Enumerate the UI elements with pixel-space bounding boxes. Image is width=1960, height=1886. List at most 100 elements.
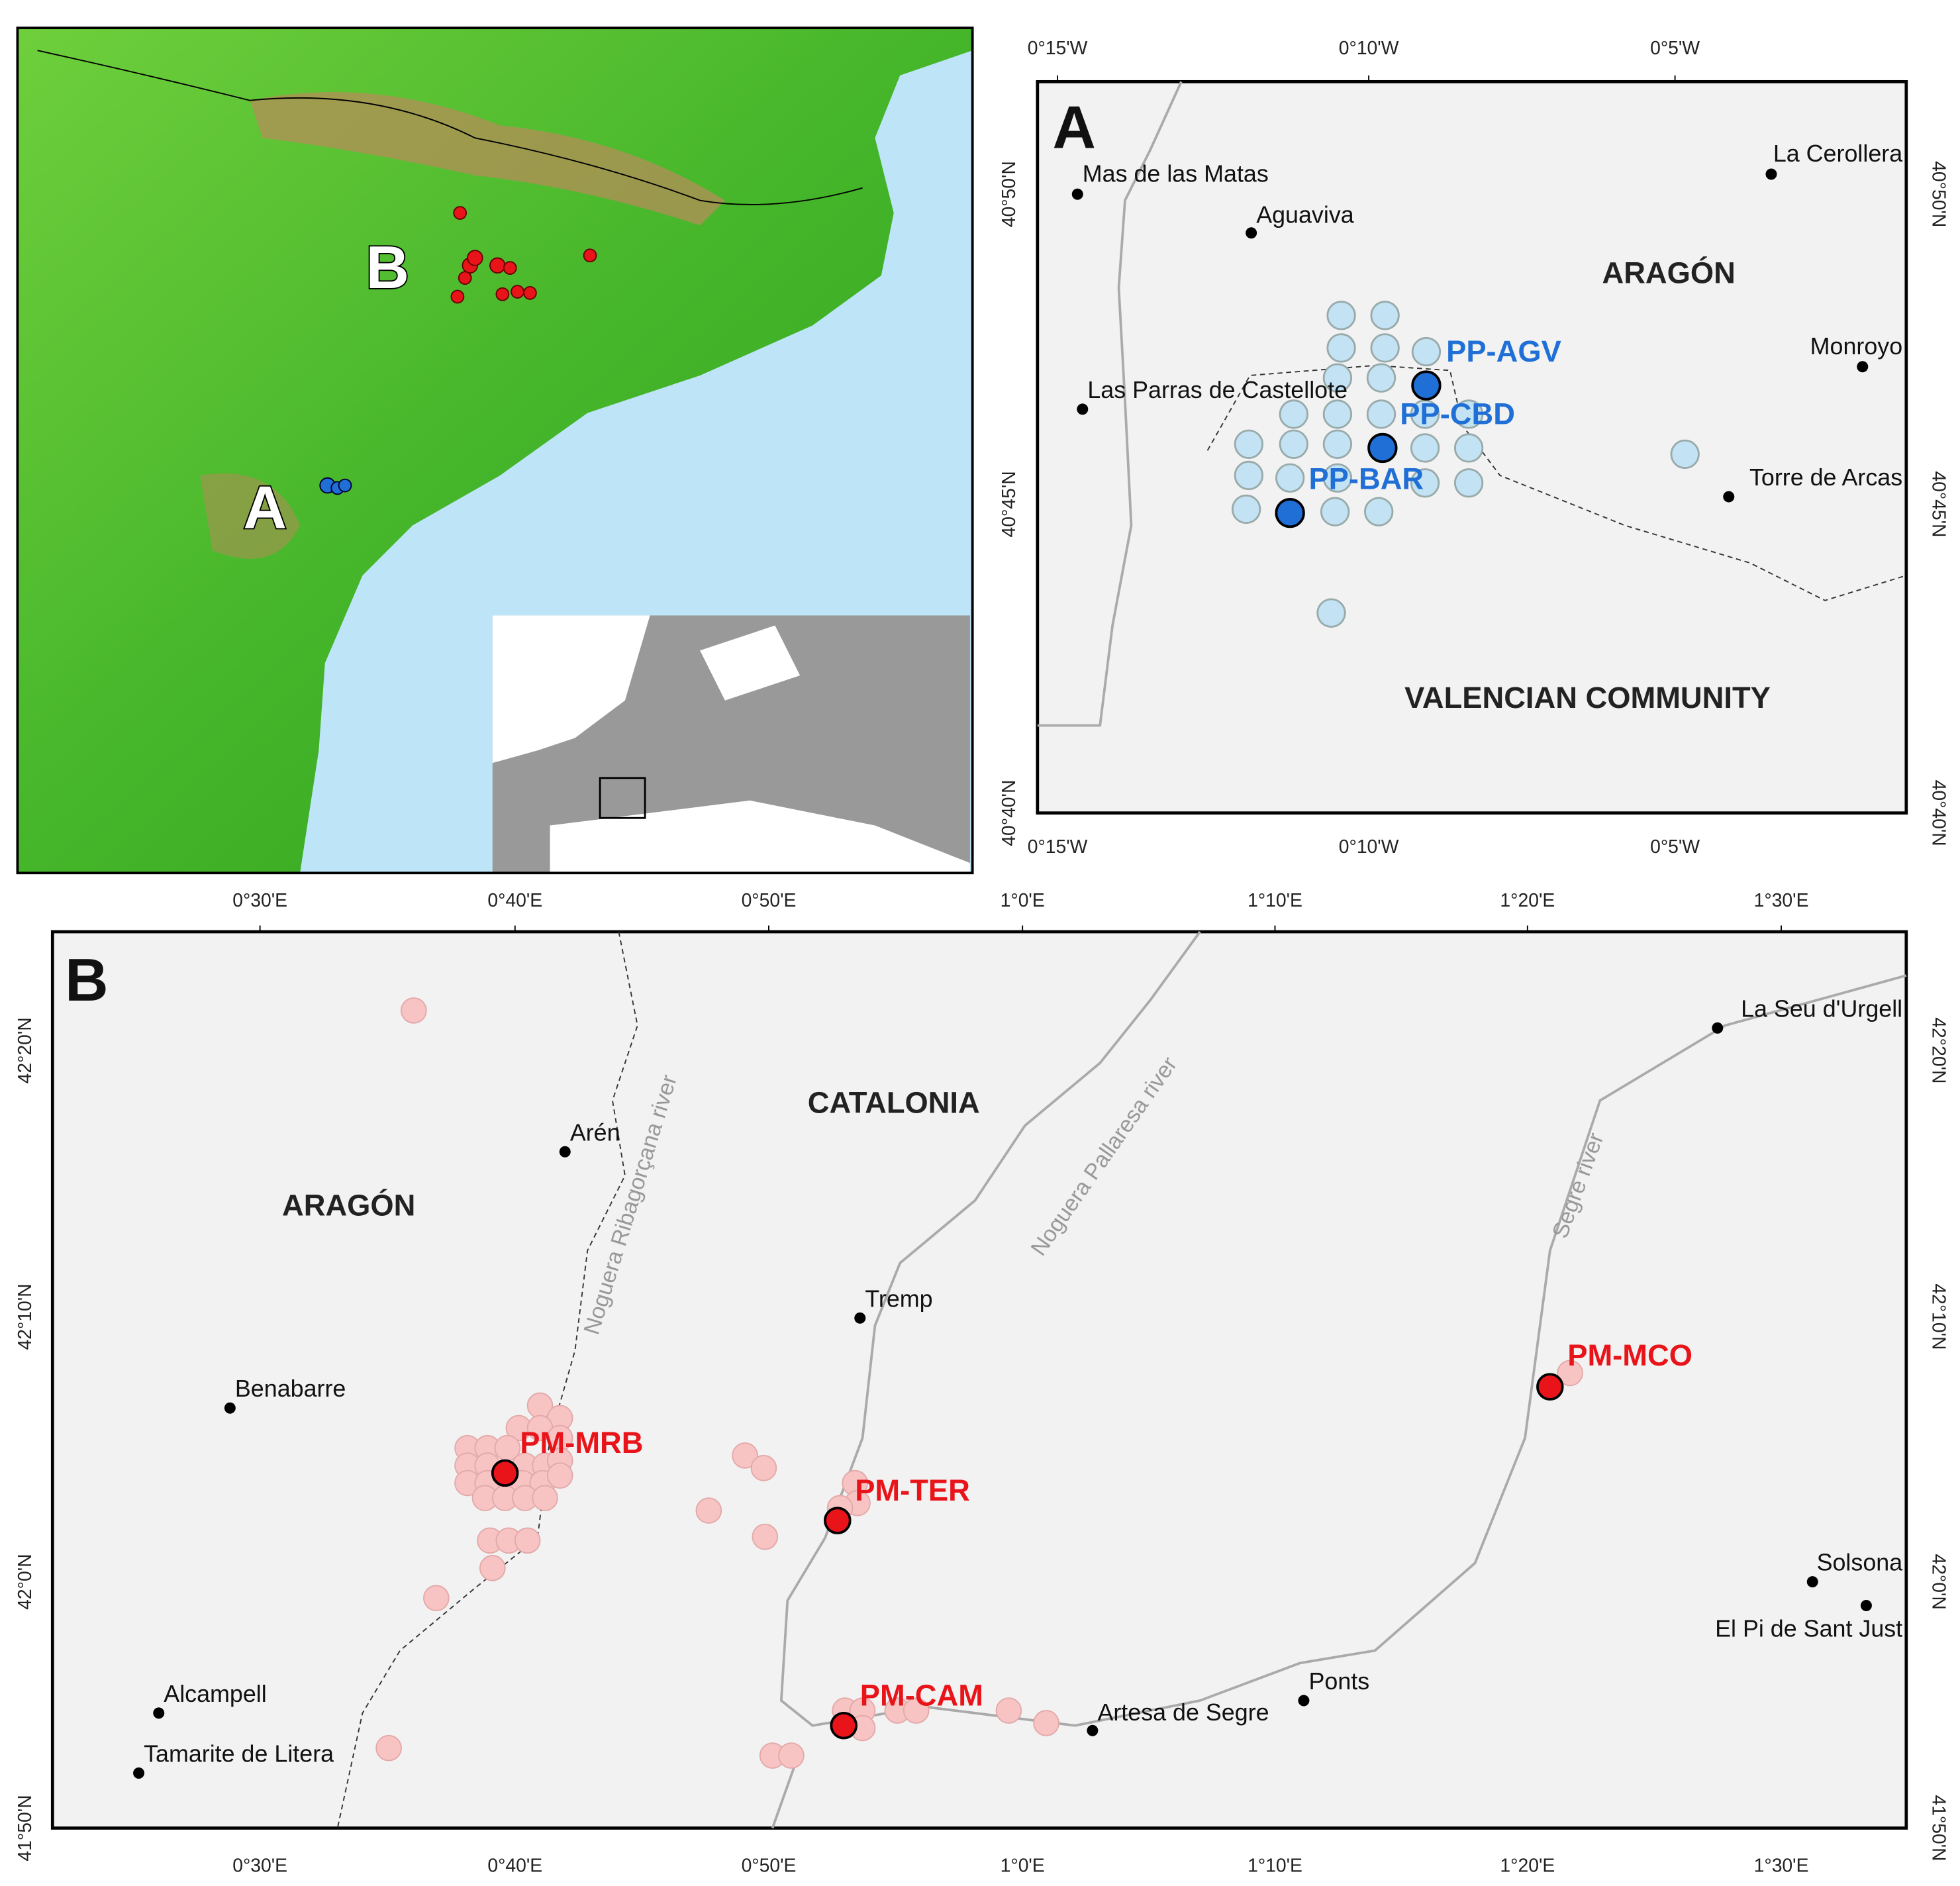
y-tick-label: 41°50'N: [1928, 1795, 1949, 1861]
town: [1087, 1724, 1099, 1736]
grid-cell: [375, 1734, 402, 1762]
y-tick-label: 40°40'N: [998, 780, 1019, 846]
site: [1411, 370, 1442, 401]
grid-cell: [1275, 463, 1305, 493]
town: [1298, 1695, 1310, 1707]
grid-cell: [778, 1742, 805, 1769]
grid-cell: [1033, 1710, 1059, 1736]
grid-cell: [401, 997, 427, 1024]
inset-sea: [492, 615, 970, 876]
x-tick-label: 0°5'W: [1650, 37, 1700, 58]
y-tick-label: 41°50'N: [14, 1795, 35, 1861]
grid-cell: [752, 1523, 779, 1550]
site: [1367, 432, 1398, 464]
grid-cell: [1366, 399, 1396, 429]
town-label: Benabarre: [235, 1375, 346, 1402]
x-tick-label: 1°10'E: [1248, 889, 1302, 911]
town: [1712, 1022, 1724, 1034]
grid-cell: [1410, 399, 1440, 429]
grid-cell: [1410, 468, 1440, 498]
town: [1857, 361, 1869, 373]
town-label: La Cerollera: [1773, 140, 1902, 167]
grid-cell: [1557, 1360, 1583, 1387]
region-label: ARAGÓN: [1602, 255, 1735, 289]
town-label: Artesa de Segre: [1097, 1699, 1269, 1726]
town: [224, 1402, 236, 1414]
site-label: PM-CAM: [860, 1679, 983, 1712]
town: [133, 1767, 145, 1779]
x-tick-label: 1°0'E: [1001, 1855, 1045, 1876]
town-label: Solsona: [1817, 1550, 1903, 1576]
town: [1077, 403, 1089, 415]
site-label: PM-MCO: [1567, 1338, 1692, 1372]
x-tick-label: 0°15'W: [1028, 836, 1088, 857]
town: [1860, 1600, 1872, 1612]
x-tick-label: 0°50'E: [742, 1855, 797, 1876]
grid-cell: [1320, 497, 1350, 526]
x-tick-label: 0°30'E: [232, 1855, 287, 1876]
town-label: Tamarite de Litera: [144, 1740, 334, 1767]
grid-cell: [1234, 429, 1264, 459]
grid-cell: [995, 1697, 1022, 1724]
river: [779, 930, 1907, 1727]
border: [336, 931, 638, 1828]
overview-map: [16, 26, 974, 876]
x-tick-label: 0°30'E: [232, 889, 287, 911]
town: [153, 1707, 165, 1719]
y-tick-label: 42°0'N: [1928, 1554, 1949, 1609]
town: [1765, 168, 1777, 180]
town: [1723, 491, 1735, 503]
x-tick-label: 1°30'E: [1754, 889, 1809, 911]
x-tick-label: 0°50'E: [742, 889, 797, 911]
town: [854, 1312, 866, 1324]
grid-cell: [1364, 497, 1394, 526]
y-tick-label: 40°50'N: [1928, 161, 1949, 227]
sites-a: [319, 477, 352, 495]
y-tick-label: 42°0'N: [14, 1554, 35, 1609]
grid-cell: [695, 1497, 722, 1524]
site-label: PM-MRB: [520, 1426, 643, 1460]
inset-frame: [599, 777, 646, 819]
border: [37, 50, 863, 205]
region-label: CATALONIA: [808, 1086, 980, 1120]
region-label: VALENCIAN COMMUNITY: [1404, 681, 1771, 715]
grid-cell: [1453, 468, 1484, 498]
y-tick-label: 40°45'N: [998, 471, 1019, 537]
frame: [16, 26, 974, 875]
grid-cell: [903, 1697, 930, 1724]
border: [1206, 364, 1907, 601]
x-tick-label: 0°10'W: [1339, 836, 1399, 857]
town-label: Tremp: [865, 1285, 932, 1312]
panel-b-frame: [50, 930, 1908, 1830]
town-label: Monroyo: [1810, 333, 1903, 360]
site: [830, 1711, 858, 1740]
region-label: ARAGÓN: [282, 1188, 415, 1222]
y-tick-label: 40°45'N: [1928, 471, 1949, 537]
grid-cell: [1234, 460, 1264, 491]
grid-cell: [1410, 433, 1440, 463]
grid-cell: [514, 1527, 541, 1554]
x-tick-label: 1°30'E: [1754, 1855, 1809, 1876]
town: [1071, 188, 1083, 200]
town-label: Las Parras de Castellote: [1087, 377, 1348, 403]
town: [1246, 227, 1257, 239]
town: [559, 1146, 571, 1158]
site-label: PP-AGV: [1446, 334, 1561, 368]
grid-cell: [1322, 463, 1353, 493]
river: [1037, 81, 1183, 727]
site: [824, 1507, 852, 1534]
grid-cell: [1453, 433, 1484, 463]
land: [17, 28, 973, 873]
x-tick-label: 0°15'W: [1028, 37, 1088, 58]
grid-cell: [1322, 363, 1353, 393]
grid-cell: [1411, 336, 1442, 367]
site: [491, 1459, 519, 1487]
grid-cell: [546, 1462, 573, 1489]
site-label: PP-CBD: [1400, 397, 1515, 431]
site: [1536, 1373, 1564, 1401]
grid-cell: [1231, 494, 1261, 524]
x-tick-label: 1°20'E: [1500, 889, 1555, 911]
grid-cell: [1322, 399, 1353, 429]
